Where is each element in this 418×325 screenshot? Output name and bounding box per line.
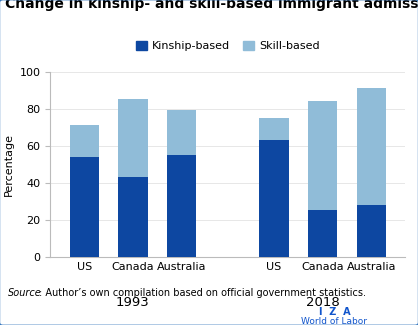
Bar bbox=[118, 99, 148, 177]
Y-axis label: Percentage: Percentage bbox=[4, 133, 14, 196]
Text: I  Z  A: I Z A bbox=[319, 307, 350, 317]
Text: World of Labor: World of Labor bbox=[301, 317, 367, 325]
Text: Source: Source bbox=[8, 288, 42, 298]
Bar bbox=[357, 88, 386, 205]
Bar bbox=[260, 140, 289, 257]
Legend: Kinship-based, Skill-based: Kinship-based, Skill-based bbox=[132, 36, 324, 56]
Text: 1993: 1993 bbox=[116, 296, 150, 309]
Bar bbox=[260, 118, 289, 140]
Bar bbox=[118, 177, 148, 257]
Text: 2018: 2018 bbox=[306, 296, 339, 309]
Bar bbox=[167, 111, 196, 155]
Bar bbox=[357, 205, 386, 257]
Bar bbox=[70, 157, 99, 257]
Bar bbox=[308, 211, 337, 257]
Bar bbox=[167, 155, 196, 257]
Title: Change in kinship- and skill-based immigrant admissions: Change in kinship- and skill-based immig… bbox=[5, 0, 418, 11]
Bar bbox=[70, 125, 99, 157]
Bar bbox=[308, 101, 337, 211]
Text: : Author’s own compilation based on official government statistics.: : Author’s own compilation based on offi… bbox=[39, 288, 366, 298]
